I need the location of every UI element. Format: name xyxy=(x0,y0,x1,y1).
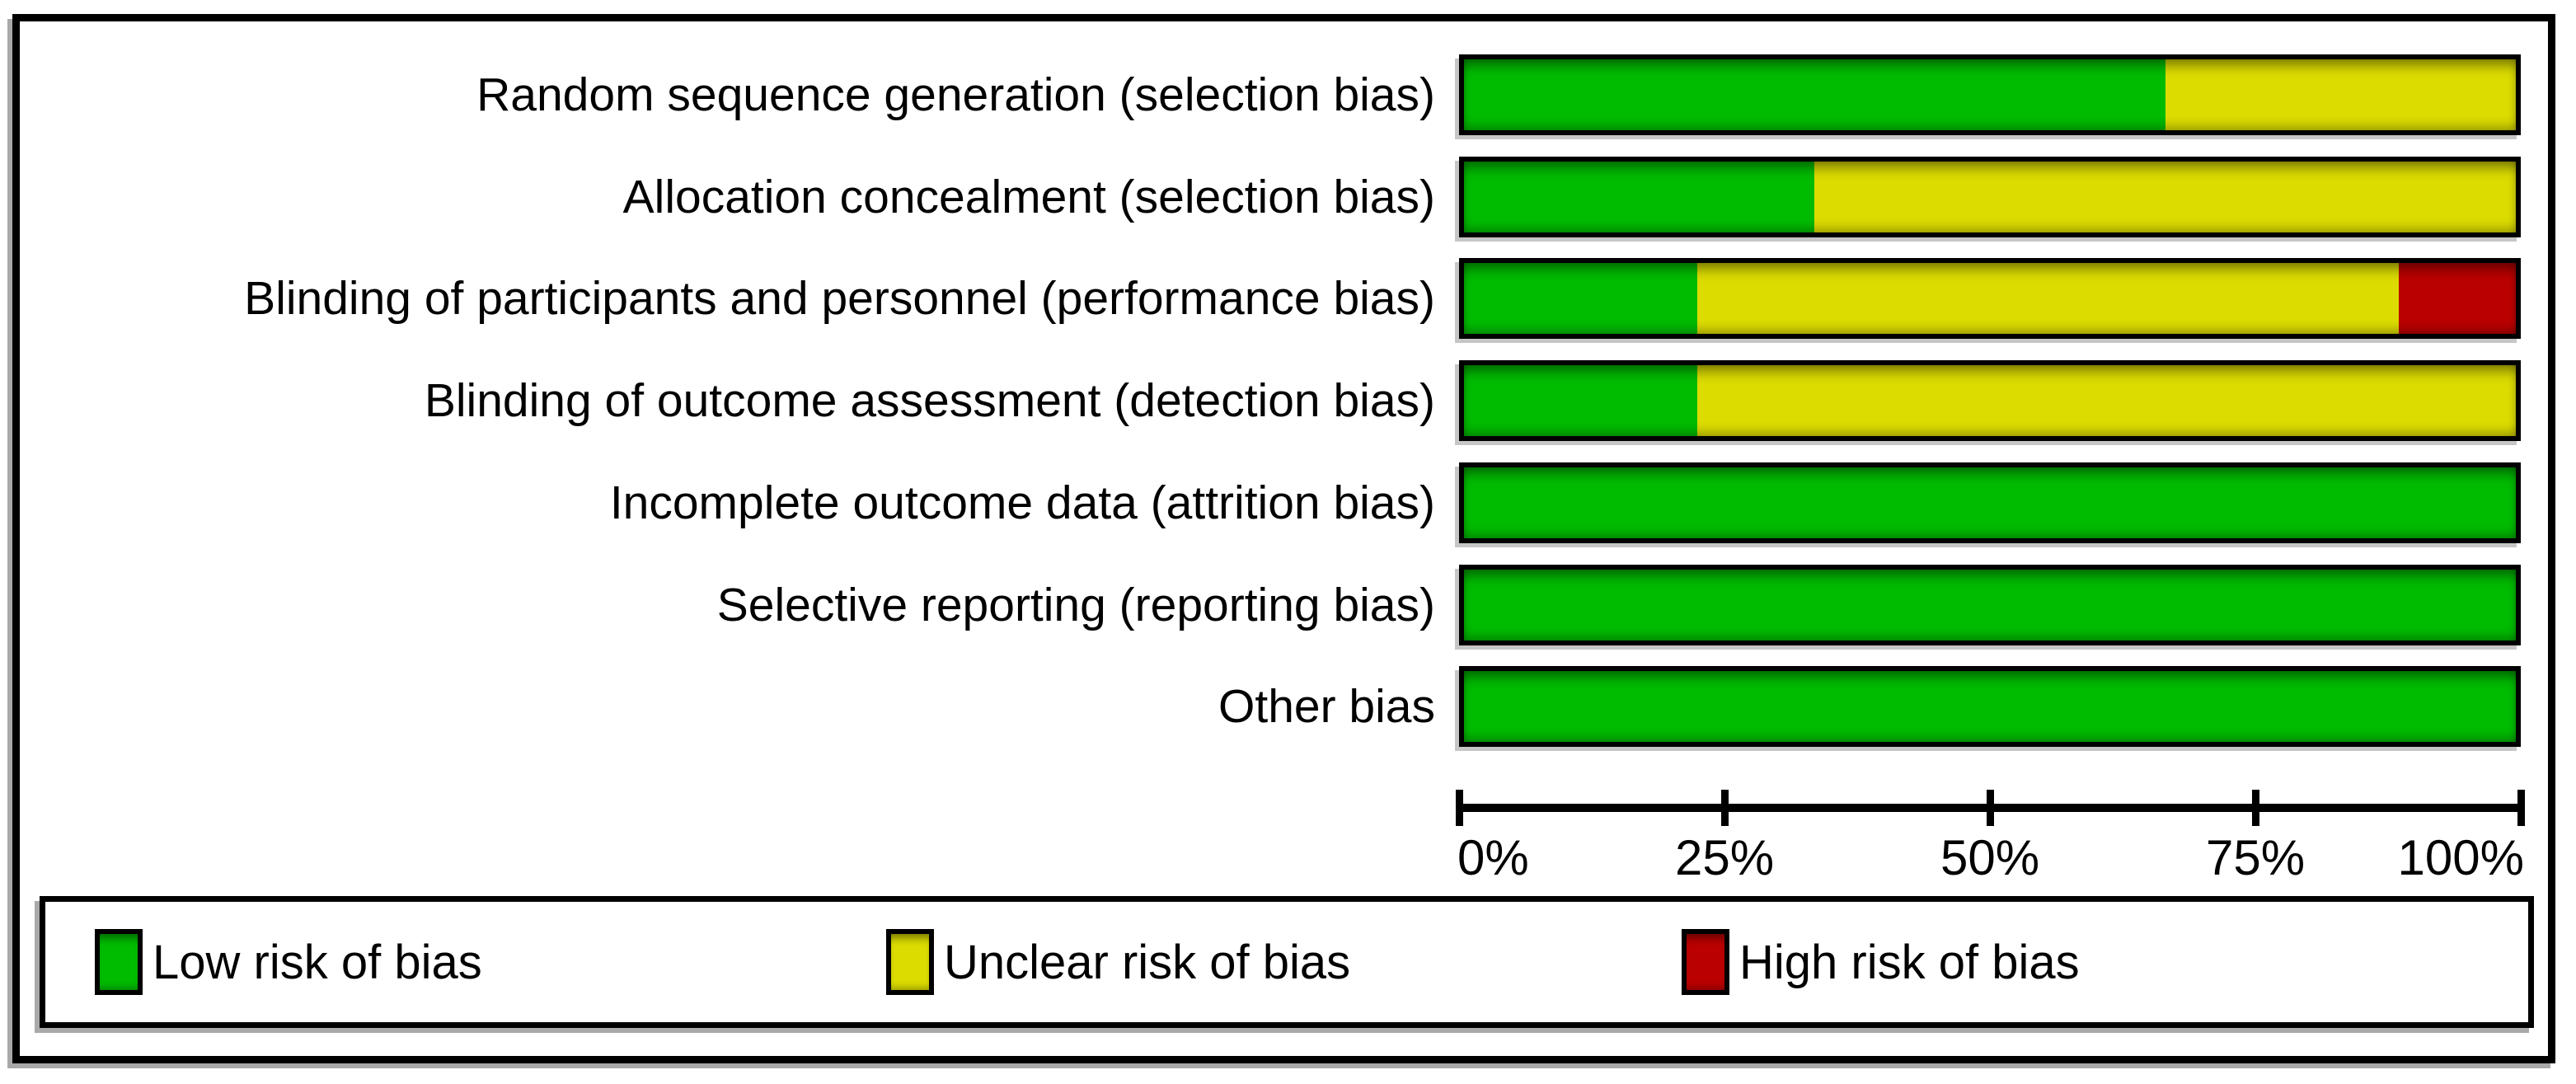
legend-item: High risk of bias xyxy=(1682,929,2080,995)
figure-frame: Random sequence generation (selection bi… xyxy=(12,14,2555,1063)
bar-segment-low-risk xyxy=(1464,365,1698,436)
bar-row: Blinding of outcome assessment (detectio… xyxy=(20,360,2548,441)
category-label: Blinding of participants and personnel (… xyxy=(244,272,1435,325)
legend-item: Unclear risk of bias xyxy=(886,929,1350,995)
legend-item: Low risk of bias xyxy=(95,929,482,995)
bar-row: Selective reporting (reporting bias) xyxy=(20,565,2548,645)
plot-area: Random sequence generation (selection bi… xyxy=(20,21,2548,1056)
legend-swatch-high-risk xyxy=(1682,929,1729,995)
category-label: Random sequence generation (selection bi… xyxy=(476,68,1435,121)
bar-row: Allocation concealment (selection bias) xyxy=(20,157,2548,237)
bar-segment-low-risk xyxy=(1464,467,2516,538)
category-label: Allocation concealment (selection bias) xyxy=(622,171,1435,223)
bar-segment-low-risk xyxy=(1464,59,2166,130)
stacked-bar xyxy=(1459,54,2521,135)
category-label: Blinding of outcome assessment (detectio… xyxy=(424,374,1435,427)
axis-tick xyxy=(1987,790,1994,826)
category-label: Other bias xyxy=(1218,680,1435,733)
stacked-bar xyxy=(1459,360,2521,441)
bar-row: Blinding of participants and personnel (… xyxy=(20,258,2548,339)
category-label: Selective reporting (reporting bias) xyxy=(716,579,1435,631)
stacked-bar xyxy=(1459,462,2521,543)
bar-row: Incomplete outcome data (attrition bias) xyxy=(20,462,2548,543)
category-label: Incomplete outcome data (attrition bias) xyxy=(609,476,1435,529)
axis-tick-label: 0% xyxy=(1457,830,1529,885)
stacked-bar xyxy=(1459,157,2521,237)
bar-segment-unclear-risk xyxy=(1697,365,2516,436)
bar-segment-unclear-risk xyxy=(2165,59,2516,130)
bar-row: Random sequence generation (selection bi… xyxy=(20,54,2548,135)
legend-box: Low risk of bias Unclear risk of bias Hi… xyxy=(40,896,2534,1028)
legend-label: Unclear risk of bias xyxy=(944,935,1351,989)
axis-tick xyxy=(1721,790,1729,826)
axis-tick xyxy=(2517,790,2525,826)
axis-tick-label: 25% xyxy=(1674,830,1775,885)
stacked-bar xyxy=(1459,258,2521,339)
legend-label: Low risk of bias xyxy=(152,935,482,989)
axis-tick-label: 75% xyxy=(2205,830,2306,885)
axis-tick xyxy=(1456,790,1463,826)
axis-tick xyxy=(2252,790,2259,826)
stacked-bar xyxy=(1459,666,2521,747)
axis-tick-label: 50% xyxy=(1940,830,2040,885)
legend-label: High risk of bias xyxy=(1739,935,2080,989)
bar-segment-low-risk xyxy=(1464,570,2516,641)
legend-swatch-low-risk xyxy=(95,929,143,995)
bar-row: Other bias xyxy=(20,666,2548,747)
bar-segment-unclear-risk xyxy=(1814,162,2516,232)
stacked-bar xyxy=(1459,565,2521,645)
axis-tick-label: 100% xyxy=(2397,830,2524,885)
bar-segment-low-risk xyxy=(1464,671,2516,742)
bar-segment-low-risk xyxy=(1464,162,1814,232)
legend-swatch-unclear-risk xyxy=(886,929,934,995)
bar-segment-low-risk xyxy=(1464,263,1698,334)
bar-segment-unclear-risk xyxy=(1697,263,2400,334)
bar-segment-high-risk xyxy=(2399,263,2516,334)
